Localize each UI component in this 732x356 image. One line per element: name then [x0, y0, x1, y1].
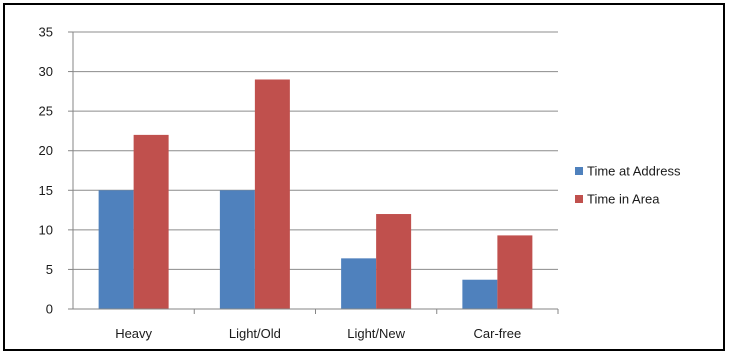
bar-time-in-area-2 [376, 214, 412, 309]
y-tick-label: 20 [39, 143, 53, 158]
x-category-label: Heavy [115, 326, 152, 341]
bars [98, 79, 533, 309]
x-category-label: Light/Old [229, 326, 281, 341]
bar-time-at-address-3 [462, 279, 498, 309]
y-tick-label: 35 [39, 25, 53, 40]
legend-label: Time at Address [587, 164, 681, 179]
bar-time-at-address-1 [219, 190, 255, 309]
legend-label: Time in Area [587, 192, 660, 207]
legend-swatch [575, 195, 583, 203]
y-tick-label: 0 [46, 302, 53, 317]
legend-swatch [575, 167, 583, 175]
x-category-label: Light/New [347, 326, 405, 341]
x-category-label: Car-free [474, 326, 522, 341]
bar-time-in-area-0 [133, 134, 169, 309]
bar-time-in-area-1 [254, 79, 290, 309]
y-tick-label: 15 [39, 183, 53, 198]
legend: Time at Address Time in Area [575, 164, 681, 207]
y-tick-label: 30 [39, 64, 53, 79]
y-tick-label: 10 [39, 222, 53, 237]
y-axis-ticks: 0 5 10 15 20 25 30 35 [39, 25, 53, 317]
bar-time-at-address-0 [98, 190, 134, 309]
bar-time-in-area-3 [497, 235, 533, 309]
axes [68, 31, 559, 314]
y-tick-label: 25 [39, 104, 53, 119]
x-axis-categories: Heavy Light/Old Light/New Car-free [115, 326, 521, 341]
y-tick-label: 5 [46, 262, 53, 277]
bar-time-at-address-2 [341, 258, 377, 309]
